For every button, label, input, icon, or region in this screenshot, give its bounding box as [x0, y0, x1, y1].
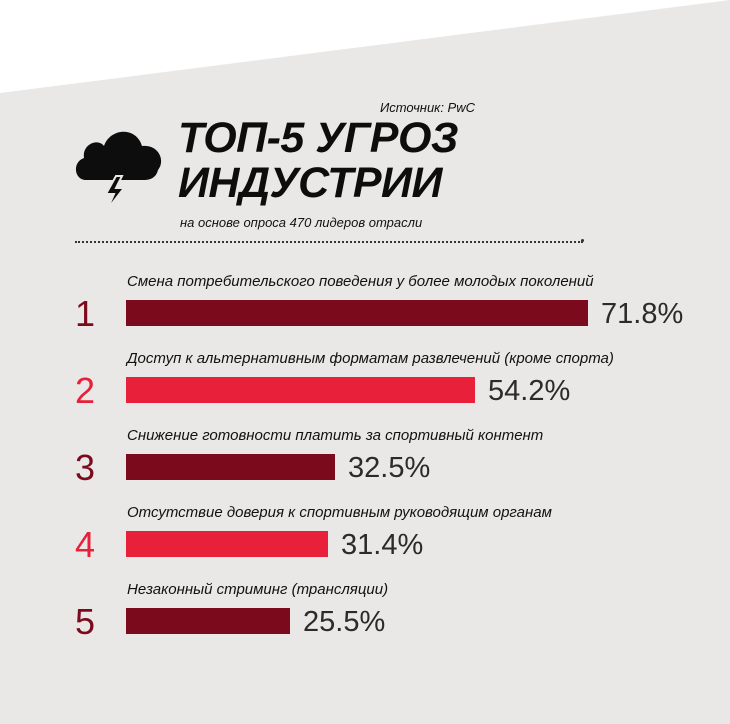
- rank-number: 4: [74, 524, 96, 565]
- source-note: Источник: PwC: [379, 100, 475, 115]
- bar: [126, 377, 475, 403]
- rank-number: 5: [74, 601, 96, 642]
- bar-value-label: 25.5%: [303, 606, 386, 638]
- bar-value-label: 71.8%: [601, 298, 684, 330]
- bar-label: Смена потребительского поведения у более…: [127, 273, 594, 290]
- bar-value-label: 54.2%: [488, 375, 571, 407]
- divider-end-dot: [581, 239, 584, 242]
- title-line-2: ИНДУСТРИИ: [178, 159, 442, 207]
- chart-title: ТОП-5 УГРОЗ ИНДУСТРИИ: [178, 114, 459, 207]
- chart-subtitle: на основе опроса 470 лидеров отрасли: [180, 215, 423, 230]
- bar-label: Доступ к альтернативным форматам развлеч…: [127, 350, 614, 367]
- bar: [126, 608, 290, 634]
- title-line-1: ТОП-5 УГРОЗ: [178, 114, 459, 162]
- bar: [126, 531, 328, 557]
- bar-value-label: 31.4%: [341, 529, 424, 561]
- bar-label: Снижение готовности платить за спортивны…: [127, 427, 544, 444]
- rank-number: 3: [74, 447, 96, 488]
- rank-number: 1: [74, 293, 96, 334]
- bar-label: Отсутствие доверия к спортивным руководя…: [127, 504, 552, 521]
- storm-cloud-icon: [75, 131, 162, 211]
- bar-label: Незаконный стриминг (трансляции): [127, 581, 389, 598]
- bar-value-label: 32.5%: [348, 452, 431, 484]
- dotted-divider: [75, 241, 583, 243]
- rank-number: 2: [74, 370, 96, 411]
- bar: [126, 300, 588, 326]
- bar: [126, 454, 335, 480]
